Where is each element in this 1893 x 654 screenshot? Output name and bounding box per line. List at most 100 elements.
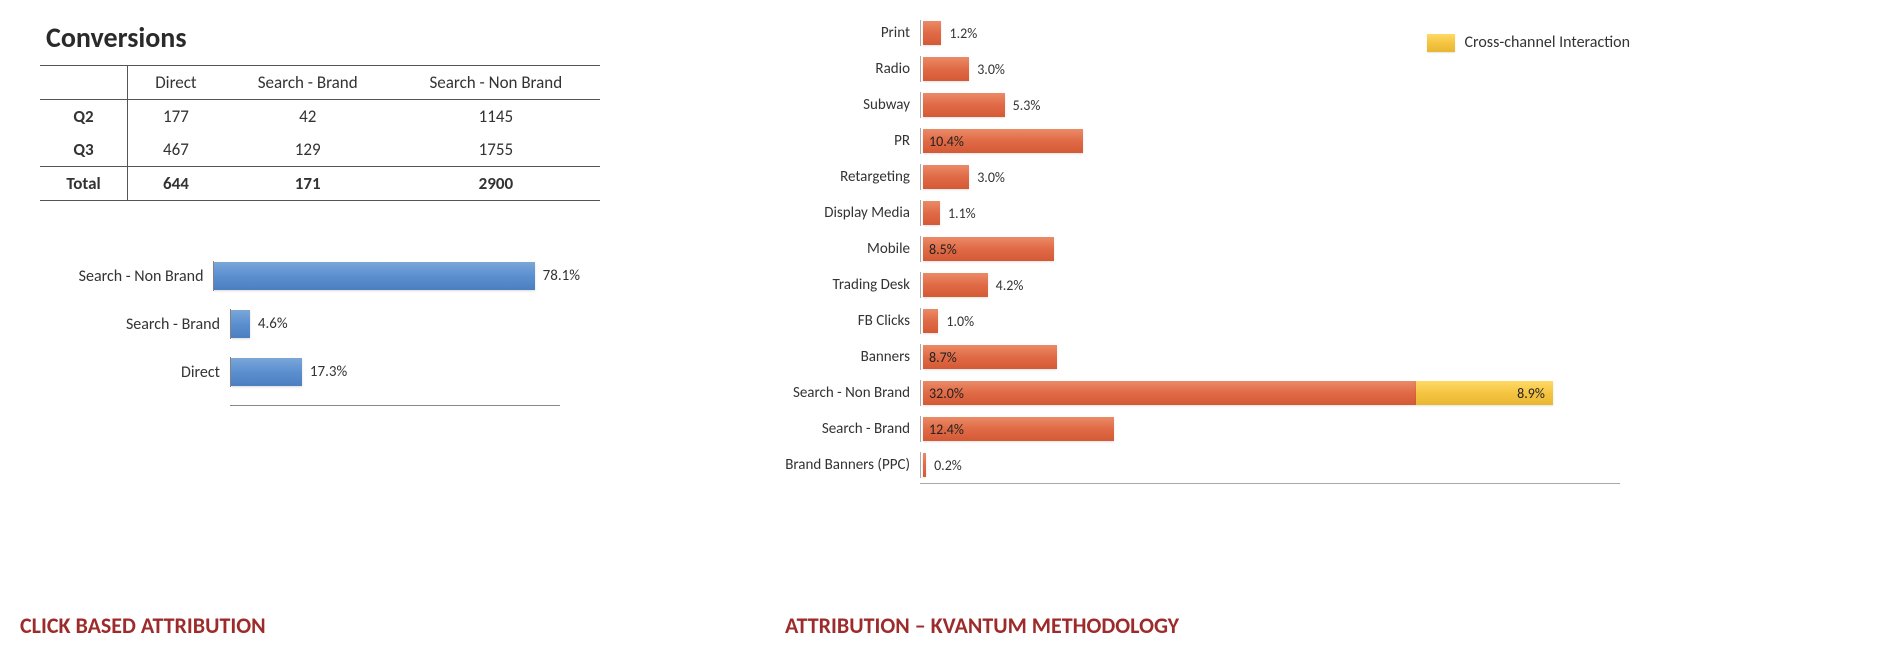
- click-chart-bar-area: 17.3%: [230, 357, 580, 387]
- kv-chart-label: Print: [760, 24, 920, 42]
- click-chart-label: Direct: [60, 363, 230, 382]
- kv-chart-bars: 8.5%: [920, 236, 1630, 262]
- table-cell: 129: [224, 133, 392, 167]
- kv-chart-bars: 32.0% 8.9%: [920, 380, 1630, 406]
- kv-chart-value: 8.7%: [929, 349, 957, 366]
- kv-chart-bar-primary: 12.4%: [923, 417, 1114, 441]
- click-chart: Search - Non Brand78.1% Search - Brand 4.6…: [60, 261, 580, 406]
- click-chart-bar-area: 78.1%: [213, 261, 580, 291]
- table-cell: 467: [128, 133, 224, 167]
- kvantum-chart: Cross-channel Interaction Print1.2%Radio…: [760, 15, 1630, 484]
- kv-chart-bar-primary: 32.0%: [923, 381, 1416, 405]
- kv-chart-bar-primary: 8.7%: [923, 345, 1057, 369]
- click-chart-value: 78.1%: [543, 267, 580, 285]
- click-chart-row: Direct 17.3%: [60, 357, 580, 387]
- kv-chart-label: Subway: [760, 96, 920, 114]
- kv-chart-bar-primary: 10.4%: [923, 129, 1083, 153]
- table-cell: 1755: [392, 133, 600, 167]
- table-header-row: Direct Search - Brand Search - Non Brand: [40, 66, 600, 100]
- table-cell: 177: [128, 100, 224, 134]
- kv-chart-bar-primary: [923, 93, 1005, 117]
- table-cell: 1145: [392, 100, 600, 134]
- click-chart-value: 17.3%: [310, 363, 347, 381]
- kv-chart-label: Radio: [760, 60, 920, 78]
- click-chart-bar: [214, 262, 534, 290]
- kv-chart-row: Print1.2%: [760, 15, 1630, 51]
- kv-chart-row: Banners 8.7%: [760, 339, 1630, 375]
- click-chart-bar-area: 4.6%: [230, 309, 580, 339]
- left-caption: CLICK BASED ATTRIBUTION: [20, 612, 266, 639]
- table-row-label: Q3: [40, 133, 128, 167]
- kv-chart-row: Display Media 1.1%: [760, 195, 1630, 231]
- table-cell: 2900: [392, 167, 600, 201]
- left-panel: Conversions Direct Search - Brand Search…: [40, 20, 680, 406]
- kv-chart-bar-secondary: 8.9%: [1416, 381, 1553, 405]
- kv-chart-value: 4.2%: [996, 277, 1024, 294]
- kv-chart-row: Subway 5.3%: [760, 87, 1630, 123]
- kv-chart-value-secondary: 8.9%: [1517, 385, 1545, 402]
- click-chart-row: Search - Brand 4.6%: [60, 309, 580, 339]
- kv-chart-bar-primary: [923, 57, 969, 81]
- kv-chart-bar-primary: [923, 273, 988, 297]
- table-header-search-nonbrand: Search - Non Brand: [392, 66, 600, 100]
- right-panel: Cross-channel Interaction Print1.2%Radio…: [760, 15, 1640, 484]
- kv-chart-row: Retargeting 3.0%: [760, 159, 1630, 195]
- kv-chart-bar-primary: [923, 21, 941, 45]
- kv-chart-bars: 3.0%: [920, 164, 1630, 190]
- table-title: Conversions: [40, 20, 680, 55]
- conversions-table: Direct Search - Brand Search - Non Brand…: [40, 65, 600, 201]
- table-header-blank: [40, 66, 128, 100]
- kv-chart-label: FB Clicks: [760, 312, 920, 330]
- kv-chart-label: Display Media: [760, 204, 920, 222]
- kv-chart-bars: 10.4%: [920, 128, 1630, 154]
- kv-chart-label: Search - Brand: [760, 420, 920, 438]
- kv-chart-value: 1.1%: [948, 205, 976, 222]
- kv-chart-label: Mobile: [760, 240, 920, 258]
- kv-chart-value: 5.3%: [1013, 97, 1041, 114]
- kv-chart-row: PR10.4%: [760, 123, 1630, 159]
- kv-chart-row: Trading Desk 4.2%: [760, 267, 1630, 303]
- click-chart-bar: [231, 358, 302, 386]
- kv-chart-bars: 3.0%: [920, 56, 1630, 82]
- table-row: Total6441712900: [40, 167, 600, 201]
- table-row: Q2177421145: [40, 100, 600, 134]
- kv-chart-value: 1.0%: [946, 313, 974, 330]
- kv-chart-row: Mobile 8.5%: [760, 231, 1630, 267]
- kv-chart-row: Radio 3.0%: [760, 51, 1630, 87]
- kv-chart-row: Brand Banners (PPC) 0.2%: [760, 447, 1630, 483]
- kv-chart-row: Search - Non Brand32.0%8.9%: [760, 375, 1630, 411]
- table-cell: 42: [224, 100, 392, 134]
- kv-chart-label: Trading Desk: [760, 276, 920, 294]
- kv-chart-bars: 12.4%: [920, 416, 1630, 442]
- kv-chart-label: Retargeting: [760, 168, 920, 186]
- kv-chart-value: 0.2%: [934, 457, 962, 474]
- click-chart-label: Search - Brand: [60, 315, 230, 334]
- kv-chart-value: 12.4%: [929, 421, 964, 438]
- click-chart-bar: [231, 310, 250, 338]
- kv-chart-bar-primary: [923, 201, 940, 225]
- kv-chart-bars: 1.1%: [920, 200, 1630, 226]
- kv-chart-row: FB Clicks 1.0%: [760, 303, 1630, 339]
- right-caption: ATTRIBUTION – KVANTUM METHODOLOGY: [785, 612, 1179, 639]
- kv-chart-label: Brand Banners (PPC): [760, 456, 920, 474]
- click-chart-row: Search - Non Brand78.1%: [60, 261, 580, 291]
- kv-chart-bars: 0.2%: [920, 452, 1630, 478]
- kv-chart-value: 3.0%: [977, 169, 1005, 186]
- kv-chart-bars: 1.0%: [920, 308, 1630, 334]
- kv-chart-bar-primary: [923, 453, 926, 477]
- kv-chart-bars: 5.3%: [920, 92, 1630, 118]
- kv-chart-bars: 1.2%: [920, 20, 1630, 46]
- kv-chart-value: 8.5%: [929, 241, 957, 258]
- kv-chart-label: Banners: [760, 348, 920, 366]
- kv-chart-value: 32.0%: [929, 385, 964, 402]
- kv-chart-bar-primary: 8.5%: [923, 237, 1054, 261]
- table-header-direct: Direct: [128, 66, 224, 100]
- kv-chart-bar-primary: [923, 165, 969, 189]
- table-cell: 644: [128, 167, 224, 201]
- table-row-label: Q2: [40, 100, 128, 134]
- kv-chart-value: 3.0%: [977, 61, 1005, 78]
- kv-chart-value: 10.4%: [929, 133, 964, 150]
- kv-chart-bar-primary: [923, 309, 938, 333]
- kv-chart-row: Search - Brand 12.4%: [760, 411, 1630, 447]
- click-chart-value: 4.6%: [258, 315, 288, 333]
